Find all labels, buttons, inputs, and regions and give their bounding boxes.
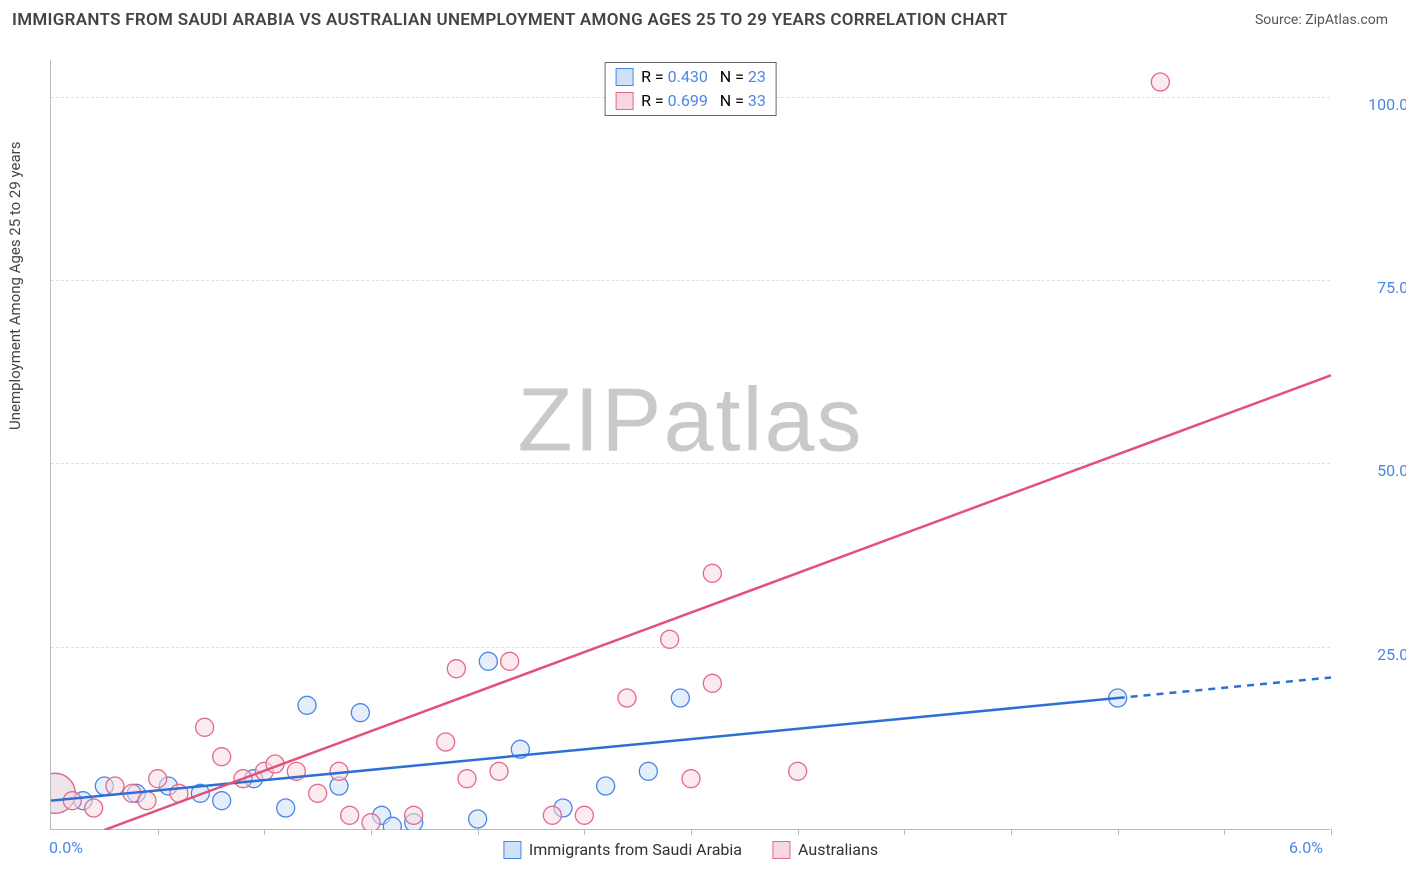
- legend-bottom-label: Australians: [798, 840, 878, 859]
- legend-top-row: R = 0.430 N = 23: [615, 65, 766, 89]
- legend-bottom-item: Immigrants from Saudi Arabia: [503, 840, 742, 859]
- data-point: [447, 660, 465, 678]
- x-tick-label: 6.0%: [1289, 838, 1323, 857]
- data-point: [351, 704, 369, 722]
- data-point: [362, 814, 380, 830]
- legend-swatch: [615, 92, 633, 110]
- legend-swatch: [503, 841, 521, 859]
- chart-source: Source: ZipAtlas.com: [1255, 12, 1388, 28]
- legend-top-text: R = 0.699 N = 33: [641, 89, 766, 113]
- data-point: [437, 733, 455, 751]
- data-point: [63, 792, 81, 810]
- data-point: [341, 806, 359, 824]
- plot-area: ZIPatlas 25.0%50.0%75.0%100.0% 0.0%6.0% …: [50, 60, 1330, 830]
- legend-swatch: [772, 841, 790, 859]
- data-point: [789, 762, 807, 780]
- legend-top-text: R = 0.430 N = 23: [641, 65, 766, 89]
- data-point: [597, 777, 615, 795]
- legend-swatch: [615, 68, 633, 86]
- chart-container: IMMIGRANTS FROM SAUDI ARABIA VS AUSTRALI…: [0, 0, 1406, 892]
- chart-svg: [51, 60, 1331, 830]
- data-point: [309, 784, 327, 802]
- data-point: [682, 770, 700, 788]
- data-point: [196, 718, 214, 736]
- data-point: [277, 799, 295, 817]
- data-point: [703, 564, 721, 582]
- trend-line: [51, 698, 1118, 801]
- legend-bottom-item: Australians: [772, 840, 878, 859]
- legend-bottom-label: Immigrants from Saudi Arabia: [529, 840, 742, 859]
- legend-bottom: Immigrants from Saudi Arabia Australians: [503, 840, 878, 859]
- data-point: [405, 806, 423, 824]
- data-point: [138, 792, 156, 810]
- data-point: [575, 806, 593, 824]
- data-point: [639, 762, 657, 780]
- data-point: [618, 689, 636, 707]
- data-point: [106, 777, 124, 795]
- data-point: [490, 762, 508, 780]
- data-point: [85, 799, 103, 817]
- y-tick-label: 25.0%: [1340, 645, 1406, 664]
- data-point: [213, 748, 231, 766]
- data-point: [383, 817, 401, 830]
- x-tick-label: 0.0%: [49, 838, 83, 857]
- y-tick-label: 100.0%: [1340, 95, 1406, 114]
- legend-top-row: R = 0.699 N = 33: [615, 89, 766, 113]
- trend-line-dashed: [1118, 677, 1331, 698]
- data-point: [661, 630, 679, 648]
- x-tick-mark: [1331, 829, 1332, 835]
- data-point: [543, 806, 561, 824]
- data-point: [298, 696, 316, 714]
- data-point: [501, 652, 519, 670]
- data-point: [479, 652, 497, 670]
- data-point: [1151, 73, 1169, 91]
- data-point: [149, 770, 167, 788]
- data-point: [703, 674, 721, 692]
- data-point: [469, 810, 487, 828]
- data-point: [458, 770, 476, 788]
- data-point: [671, 689, 689, 707]
- y-tick-label: 75.0%: [1340, 278, 1406, 297]
- y-tick-label: 50.0%: [1340, 461, 1406, 480]
- trend-line: [104, 375, 1331, 830]
- chart-title: IMMIGRANTS FROM SAUDI ARABIA VS AUSTRALI…: [12, 10, 1008, 30]
- legend-top: R = 0.430 N = 23R = 0.699 N = 33: [604, 62, 777, 116]
- data-point: [213, 792, 231, 810]
- y-axis-label: Unemployment Among Ages 25 to 29 years: [6, 142, 24, 430]
